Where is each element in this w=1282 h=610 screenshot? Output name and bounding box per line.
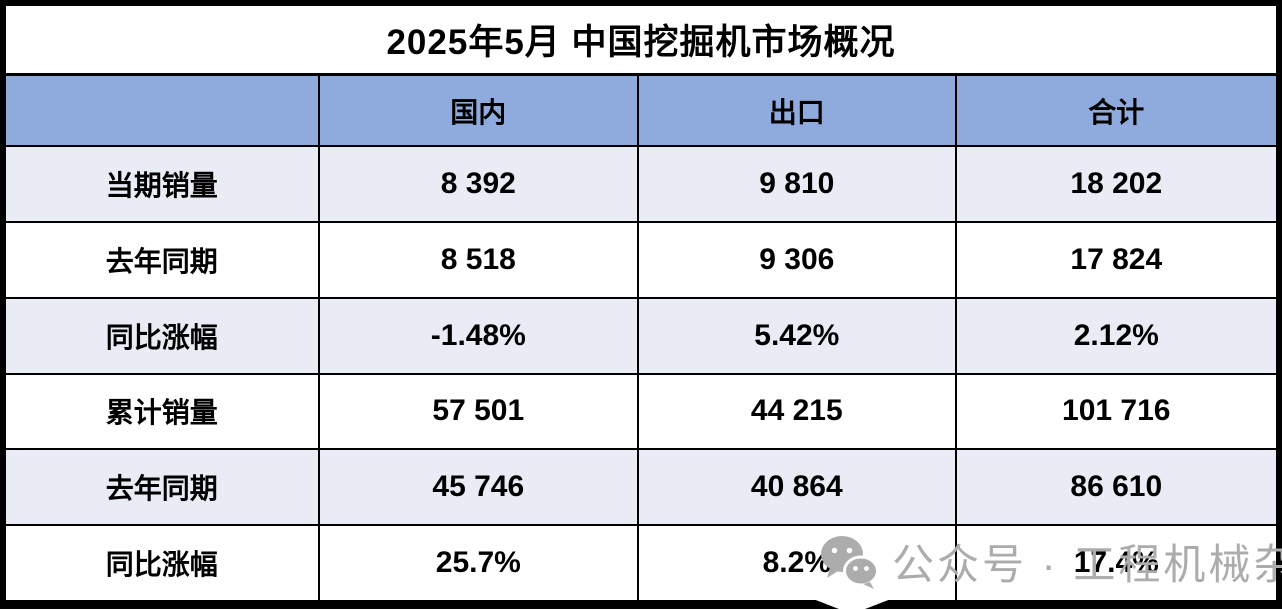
col-header-export: 出口 bbox=[637, 73, 957, 148]
title-row: 2025年5月 中国挖掘机市场概况 bbox=[4, 4, 1278, 77]
table-row-cumulative-yoy-change: 同比涨幅 25.7% 8.2% 17.4% bbox=[4, 524, 1279, 602]
col-header-domestic: 国内 bbox=[317, 73, 640, 148]
data-cell: 40 864 bbox=[637, 448, 957, 527]
table-row-yoy-change: 同比涨幅 -1.48% 5.42% 2.12% bbox=[4, 296, 1279, 375]
data-cell: 17.4% bbox=[954, 524, 1279, 602]
col-header-blank bbox=[4, 73, 320, 148]
col-header-total: 合计 bbox=[954, 73, 1279, 148]
data-cell: -1.48% bbox=[317, 296, 640, 375]
data-cell: 44 215 bbox=[637, 372, 957, 451]
row-label: 当期销量 bbox=[4, 145, 320, 224]
column-header-row: 国内 出口 合计 bbox=[4, 73, 1279, 148]
row-label: 同比涨幅 bbox=[4, 524, 320, 602]
row-label: 同比涨幅 bbox=[4, 296, 320, 375]
data-cell: 8 518 bbox=[317, 221, 640, 299]
data-cell: 9 810 bbox=[637, 145, 957, 224]
row-label: 去年同期 bbox=[4, 221, 320, 299]
data-cell: 18 202 bbox=[954, 145, 1279, 224]
data-cell: 17 824 bbox=[954, 221, 1279, 299]
data-cell: 8.2% bbox=[637, 524, 957, 602]
bottom-notch-decoration bbox=[808, 597, 896, 610]
table-row-last-year-cumulative: 去年同期 45 746 40 864 86 610 bbox=[4, 448, 1279, 527]
page-title: 2025年5月 中国挖掘机市场概况 bbox=[4, 4, 1278, 77]
table-row-cumulative-sales: 累计销量 57 501 44 215 101 716 bbox=[4, 372, 1279, 451]
data-cell: 5.42% bbox=[637, 296, 957, 375]
data-cell: 57 501 bbox=[317, 372, 640, 451]
market-summary-table: 2025年5月 中国挖掘机市场概况 国内 出口 合计 当期销量 8 392 9 … bbox=[4, 4, 1279, 602]
data-cell: 45 746 bbox=[317, 448, 640, 527]
row-label: 累计销量 bbox=[4, 372, 320, 451]
data-cell: 2.12% bbox=[954, 296, 1279, 375]
data-cell: 25.7% bbox=[317, 524, 640, 602]
data-cell: 86 610 bbox=[954, 448, 1279, 527]
table-row-current-sales: 当期销量 8 392 9 810 18 202 bbox=[4, 145, 1279, 224]
table-row-last-year-period: 去年同期 8 518 9 306 17 824 bbox=[4, 221, 1279, 299]
data-cell: 8 392 bbox=[317, 145, 640, 224]
data-cell: 101 716 bbox=[954, 372, 1279, 451]
data-cell: 9 306 bbox=[637, 221, 957, 299]
row-label: 去年同期 bbox=[4, 448, 320, 527]
